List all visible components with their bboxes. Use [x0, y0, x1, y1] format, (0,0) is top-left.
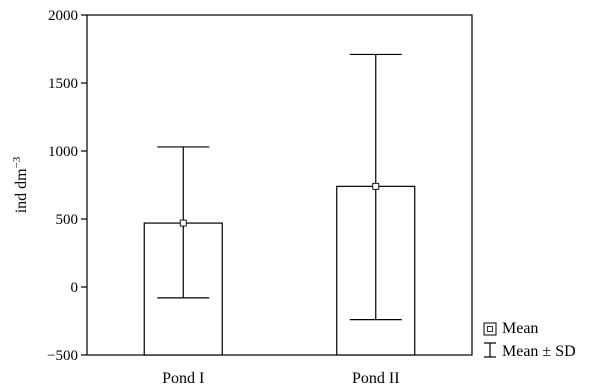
category-label: Pond II: [352, 370, 400, 387]
mean-marker: [372, 182, 380, 190]
bars-group: [143, 185, 416, 356]
legend-mean-icon-inner: [487, 326, 493, 332]
legend-sd-icon: [484, 342, 496, 358]
legend-mean-label: Mean: [502, 320, 538, 337]
y-axis: 2000 1500 1000 500 0 −500: [47, 8, 87, 364]
plot-frame: [86, 14, 473, 356]
mean-marker: [179, 219, 187, 227]
legend-sd-label: Mean ± SD: [502, 343, 576, 360]
y-tick-label: 0: [71, 280, 79, 296]
legend: Mean Mean ± SD: [483, 320, 576, 360]
category-label: Pond I: [162, 370, 204, 387]
x-axis: Pond I Pond II: [162, 370, 399, 387]
y-axis-label-superscript: −3: [11, 156, 23, 168]
y-tick-label: 2000: [48, 8, 78, 24]
y-tick-label: 500: [56, 212, 79, 228]
y-axis-label: ind dm−3: [11, 156, 30, 213]
mean-markers-group: [179, 182, 380, 227]
y-tick-label: 1500: [48, 76, 78, 92]
y-axis-label-main: ind dm: [13, 168, 30, 213]
y-tick-label: 1000: [48, 144, 78, 160]
y-tick-label: −500: [47, 348, 78, 364]
